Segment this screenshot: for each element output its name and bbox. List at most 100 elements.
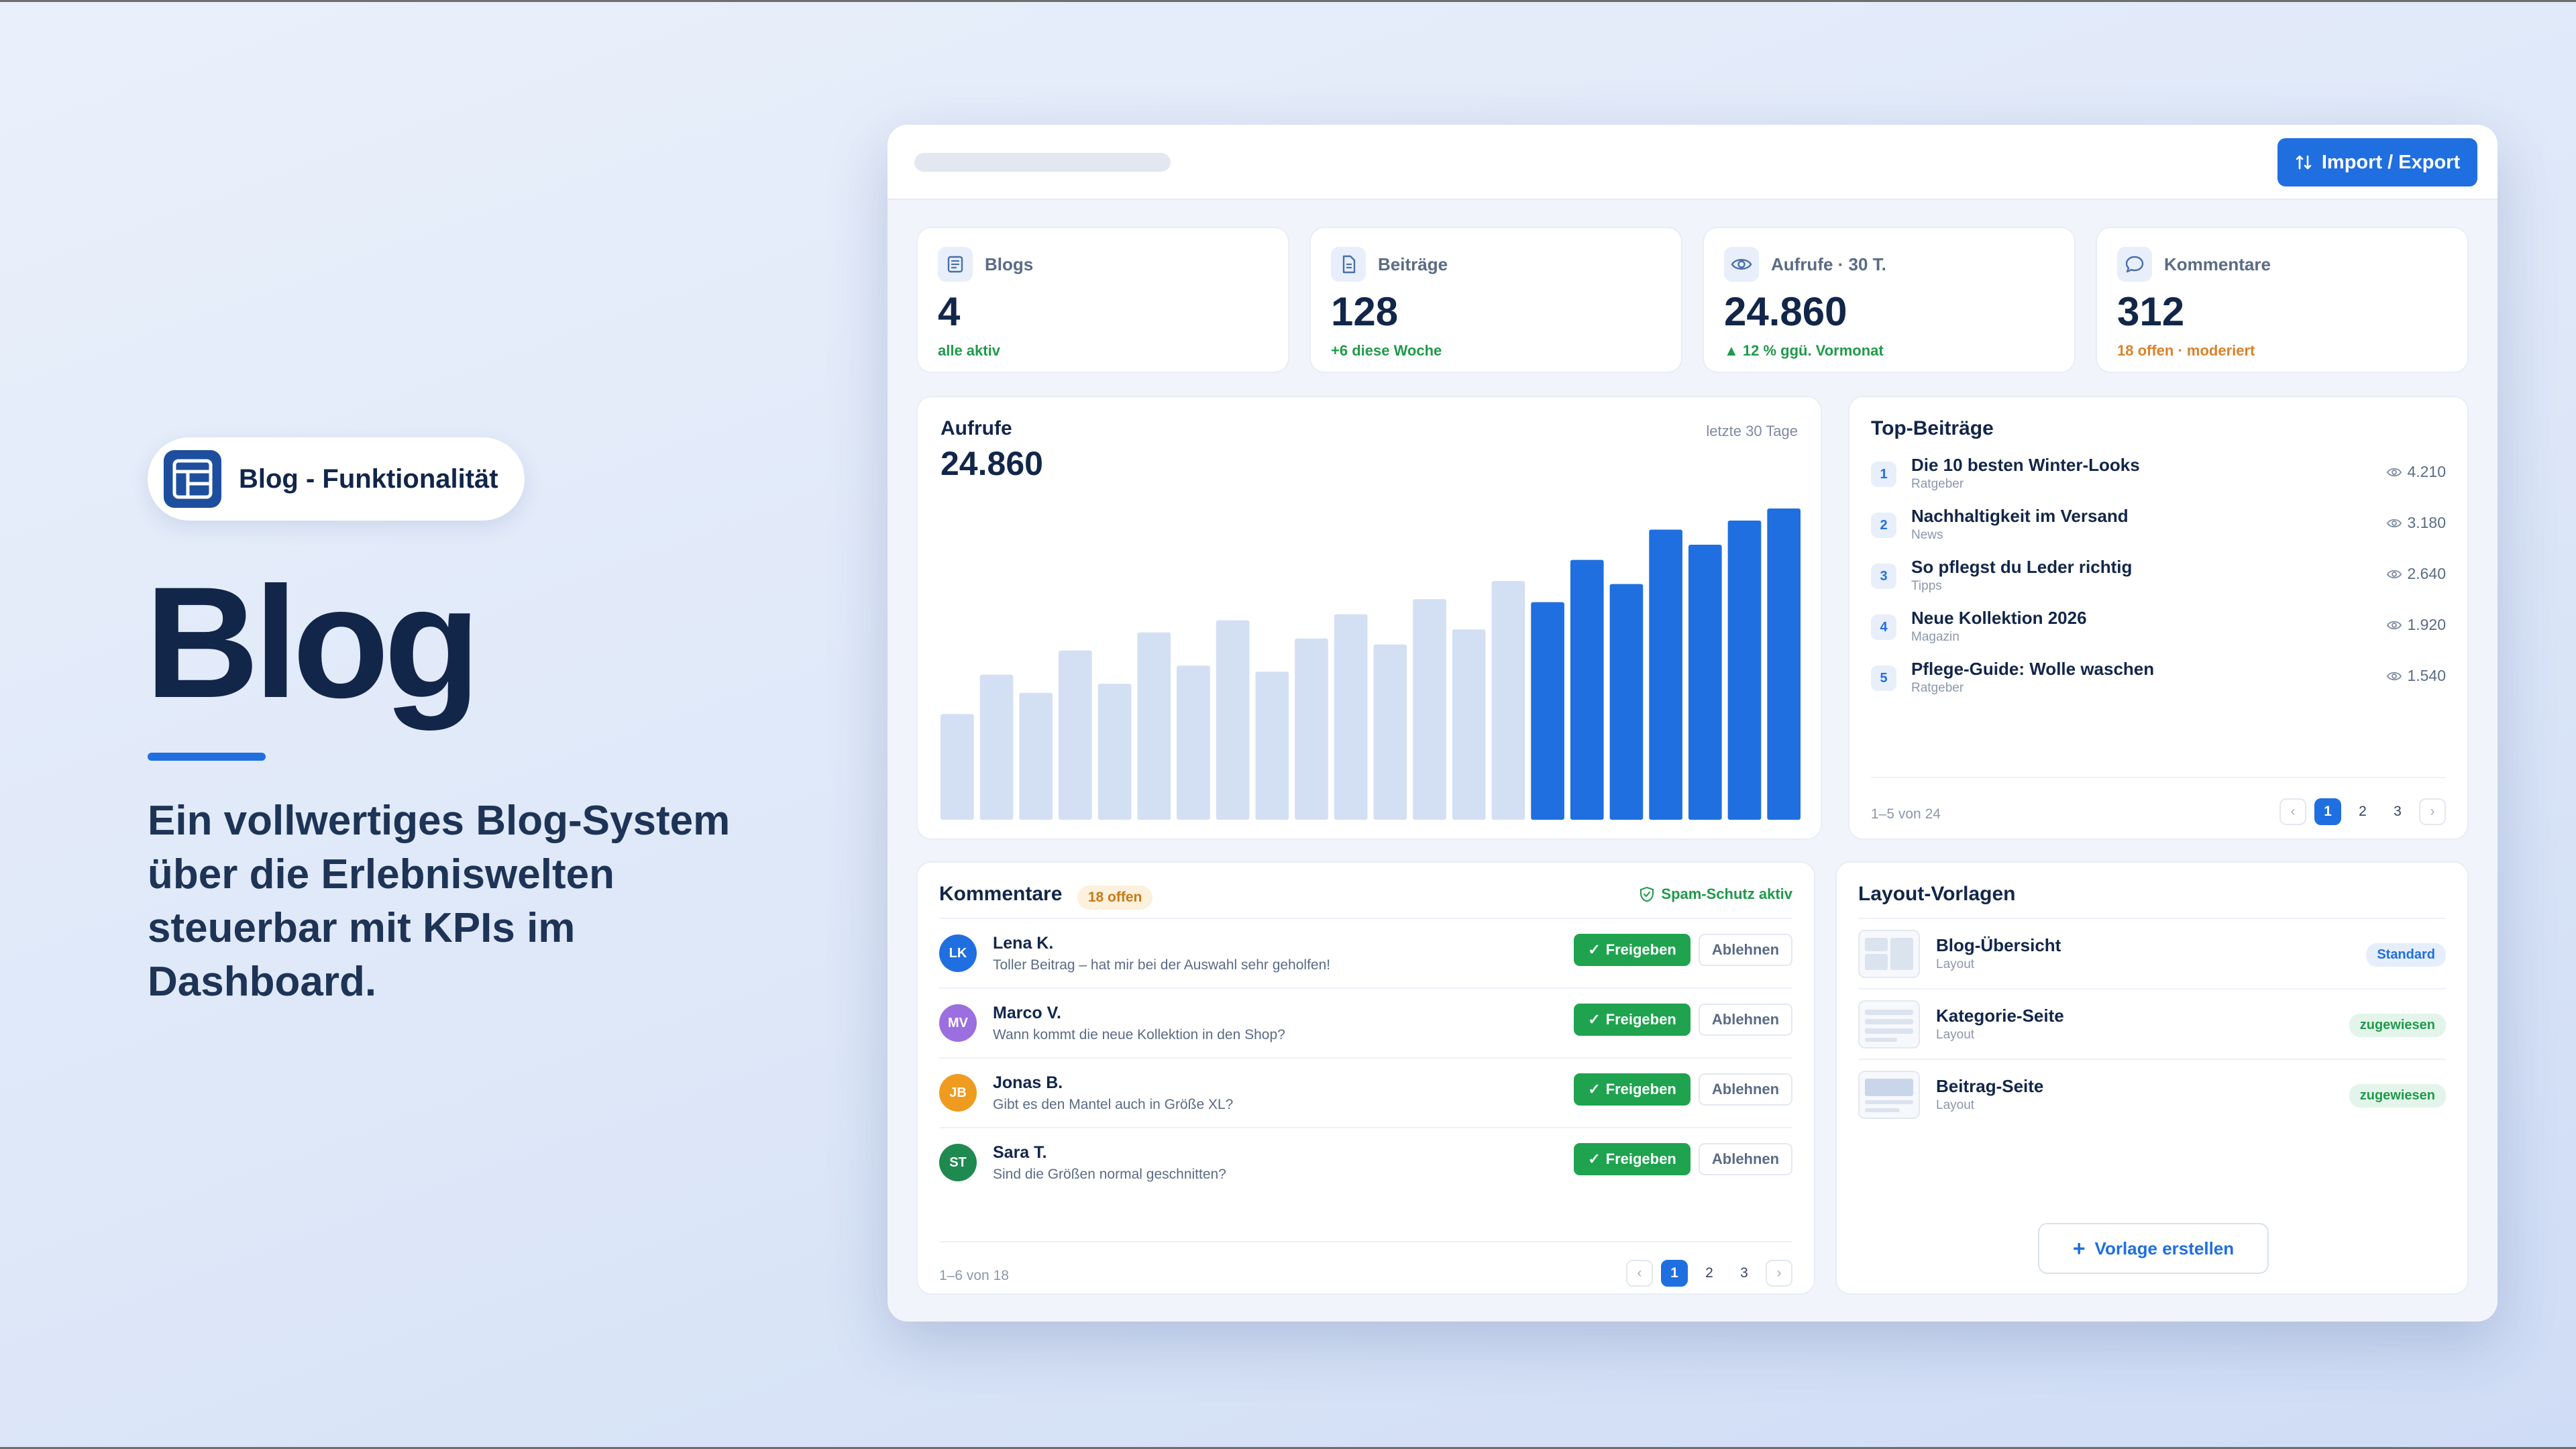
post-views-value: 4.210 [2407,463,2446,480]
create-template-button[interactable]: + Vorlage erstellen [2038,1223,2269,1274]
post-title: Die 10 besten Winter-Looks [1911,455,2140,475]
list-item[interactable]: Beitrag-Seite Layout zugewiesen [1858,1059,2446,1129]
chart-bar[interactable] [1334,614,1368,820]
chart-bar[interactable] [1137,632,1171,820]
kpi-card-views[interactable]: Aufrufe · 30 T. 24.860 ▲ 12 % ggü. Vormo… [1703,227,2076,373]
pagination: ‹ 1 2 3 › [1626,1260,1792,1287]
list-item[interactable]: Blog-Übersicht Layout Standard [1858,918,2446,988]
eye-icon [2387,621,2402,629]
list-item[interactable]: 3 So pflegst du Leder richtig Tipps 2.64… [1871,557,2446,608]
page-button[interactable]: 3 [1731,1260,1758,1287]
kpi-card-blogs[interactable]: Blogs 4 alle aktiv [916,227,1289,373]
chart-bar[interactable] [1373,644,1407,820]
chart-bar[interactable] [1570,559,1604,820]
chart-bar[interactable] [979,674,1014,820]
reject-button[interactable]: Ablehnen [1699,1004,1792,1036]
eye-icon [2387,570,2402,578]
kpi-label: Aufrufe · 30 T. [1771,254,1886,274]
comment-text: Sind die Größen normal geschnitten? [993,1166,1226,1182]
post-category: News [1911,528,1943,542]
chart-bar[interactable] [941,714,974,820]
comment-row: JB Jonas B. Gibt es den Mantel auch in G… [939,1057,1792,1127]
page-button[interactable]: 2 [1696,1260,1723,1287]
next-page-button[interactable]: › [2419,798,2446,825]
comment-row: ST Sara T. Sind die Größen normal geschn… [939,1127,1792,1197]
rank-badge: 4 [1871,614,1896,640]
chart-title: Aufrufe [941,417,1012,439]
kpi-card-posts[interactable]: Beiträge 128 +6 diese Woche [1309,227,1682,373]
chart-bar[interactable] [1609,584,1644,820]
chart-bar[interactable] [1649,529,1682,820]
kpi-value: 4 [938,289,961,334]
list-item[interactable]: 4 Neue Kollektion 2026 Magazin 1.920 [1871,608,2446,659]
chart-bar[interactable] [1019,692,1053,820]
chart-bar[interactable] [1491,581,1525,820]
avatar: JB [939,1074,977,1112]
list-item[interactable]: 2 Nachhaltigkeit im Versand News 3.180 [1871,506,2446,557]
list-item[interactable]: Kategorie-Seite Layout zugewiesen [1858,988,2446,1059]
prev-page-button[interactable]: ‹ [2279,798,2306,825]
post-title: Neue Kollektion 2026 [1911,608,2087,628]
post-views-value: 3.180 [2407,514,2446,531]
layout-templates-card: Layout-Vorlagen Blog-Übersicht Layout St… [1835,861,2469,1295]
eye-icon [2387,519,2402,527]
prev-page-button[interactable]: ‹ [1626,1260,1653,1287]
layout-name: Blog-Übersicht [1936,935,2061,955]
status-badge: Standard [2366,943,2446,967]
layout-name: Kategorie-Seite [1936,1006,2064,1026]
chart-bar[interactable] [1531,602,1564,820]
comment-text: Toller Beitrag – hat mir bei der Auswahl… [993,957,1331,973]
comment-author: Jonas B. [993,1073,1063,1092]
kpi-subtext: 18 offen · moderiert [2117,342,2255,359]
page-button[interactable]: 1 [1661,1260,1688,1287]
divider [1871,777,2446,778]
approve-button[interactable]: ✓ Freigeben [1574,934,1690,966]
reject-button[interactable]: Ablehnen [1699,1143,1792,1175]
spam-protection-status: Spam-Schutz aktiv [1640,885,1792,903]
reject-button[interactable]: Ablehnen [1699,934,1792,966]
chart-bar[interactable] [1767,508,1801,820]
check-icon: ✓ [1588,1011,1601,1028]
chart-bar[interactable] [1059,650,1092,820]
comment-row: LK Lena K. Toller Beitrag – hat mir bei … [939,918,1792,987]
chart-bar[interactable] [1295,638,1328,820]
chart-bar[interactable] [1452,629,1486,820]
list-item[interactable]: 5 Pflege-Guide: Wolle waschen Ratgeber 1… [1871,659,2446,710]
approve-button[interactable]: ✓ Freigeben [1574,1143,1690,1175]
layout-name: Beitrag-Seite [1936,1076,2044,1096]
chart-bar[interactable] [1727,521,1762,820]
pagination: ‹ 1 2 3 › [2279,798,2446,825]
next-page-button[interactable]: › [1766,1260,1792,1287]
comment-author: Lena K. [993,933,1054,953]
chart-bar[interactable] [1216,620,1250,820]
layout-thumbnail [1858,1000,1920,1049]
check-icon: ✓ [1588,1150,1601,1167]
layout-templates-list: Blog-Übersicht Layout Standard Kategorie… [1858,918,2446,1129]
kpi-label: Beiträge [1378,254,1448,274]
layout-thumbnail [1858,1070,1920,1119]
comment-row: MV Marco V. Wann kommt die neue Kollekti… [939,987,1792,1057]
kpi-card-comments[interactable]: Kommentare 312 18 offen · moderiert [2096,227,2469,373]
page-button[interactable]: 3 [2384,798,2411,825]
chart-bar[interactable] [1688,545,1722,820]
page-button[interactable]: 1 [2314,798,2341,825]
comment-author: Sara T. [993,1142,1047,1162]
reject-button[interactable]: Ablehnen [1699,1073,1792,1106]
post-views: 1.540 [2387,667,2446,685]
document-icon [1331,247,1366,282]
breadcrumb-placeholder [914,153,1171,172]
list-item[interactable]: 1 Die 10 besten Winter-Looks Ratgeber 4.… [1871,455,2446,506]
hero-description: Ein vollwertiges Blog-System über die Er… [148,798,731,1005]
approve-button[interactable]: ✓ Freigeben [1574,1004,1690,1036]
post-category: Ratgeber [1911,681,1964,695]
post-views: 1.920 [2387,616,2446,634]
feature-pill: Blog - Funktionalität [148,437,525,521]
chart-bar[interactable] [1097,684,1132,820]
page-button[interactable]: 2 [2349,798,2376,825]
chart-bar[interactable] [1255,672,1289,820]
chart-bar[interactable] [1177,665,1210,820]
chart-bar[interactable] [1413,599,1446,820]
approve-button[interactable]: ✓ Freigeben [1574,1073,1690,1106]
check-icon: ✓ [1588,941,1601,958]
import-export-button[interactable]: Import / Export [2277,138,2477,186]
